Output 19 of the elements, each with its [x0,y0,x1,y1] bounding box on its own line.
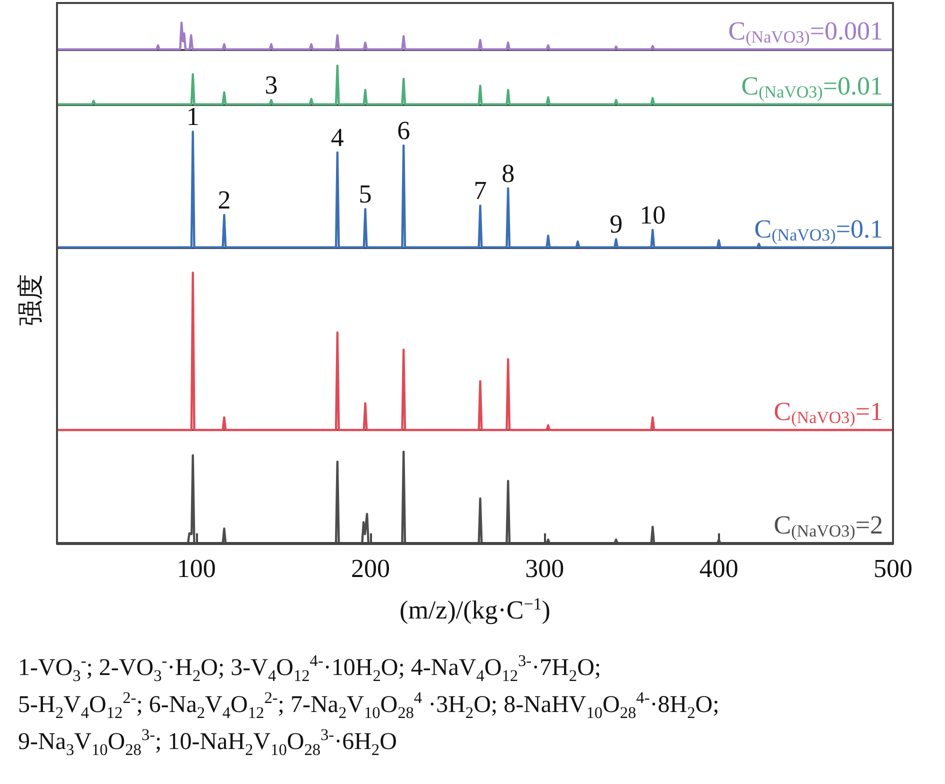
annotation: 6 [397,116,410,146]
annotation: 8 [502,158,515,188]
annotation: 9 [610,210,623,239]
annotation: 3 [264,70,278,100]
x-tick-label: 500 [874,554,912,583]
annotation: 10 [640,200,666,230]
x-tick-label: 300 [525,554,564,583]
annotation: 1 [186,102,200,132]
y-axis-title: 强度 [16,274,46,326]
annotation: 7 [474,176,487,206]
annotation: 4 [330,123,344,152]
x-tick-label: 100 [176,554,216,583]
annotation: 5 [358,180,372,209]
annotation: 2 [218,185,231,214]
x-tick-label: 200 [351,554,390,583]
text: 9-Na$_{3}$V$_{10}$O$_{28}$$^{3-}$; 10-NaH$_{2}$V$_{10}$O$_{28}$$^{3-}$·6H$_{2}$O [18,725,397,759]
text: 5-H$_{2}$V$_{4}$O$_{12}$$^{2-}$; 6-Na$_{2}$V$_{4}$O$_{12}$$^{2-}$; 7-Na$_{2}$V$_{10}$O$_{28}$$^{4}$ ·3H$_{2}$O; 8-NaHV$_{10}$O$_{28}$$^{4-}$·8H$_{2}$O; [18,688,720,722]
x-tick-label: 400 [699,554,738,583]
text: 1-VO$_{3}$$^{-}$; 2-VO$_{3}$$^{-}$·H$_{2}$O; 3-V$_{4}$O$_{12}$$^{4-}$·10H$_{2}$O; 4-NaV$_{4}$O$_{12}$$^{3-}$·7H$_{2}$O; [18,651,602,685]
